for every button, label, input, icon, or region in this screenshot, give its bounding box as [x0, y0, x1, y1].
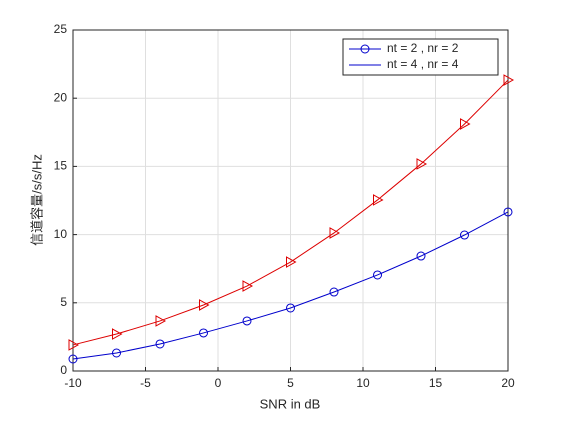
x-tick-label: -5 [140, 376, 151, 390]
series-line [72, 211, 509, 360]
data-point [68, 339, 80, 351]
data-point [68, 354, 78, 364]
data-point [329, 227, 341, 239]
legend-marker [360, 44, 370, 54]
x-axis-label: SNR in dB [260, 396, 321, 411]
x-tick-label: 5 [287, 376, 294, 390]
data-point [286, 303, 295, 313]
data-point [155, 315, 167, 327]
data-point [460, 118, 471, 130]
data-point [416, 251, 426, 261]
y-tick-label: 15 [54, 159, 68, 173]
data-point [329, 287, 339, 297]
y-tick-label: 20 [54, 90, 68, 104]
y-tick-label: 0 [60, 363, 67, 377]
data-point [503, 207, 513, 217]
series-line [72, 79, 509, 346]
data-point [416, 158, 428, 170]
data-point [286, 256, 297, 268]
data-point [112, 348, 121, 358]
x-tick-label: 10 [356, 376, 370, 390]
data-point [373, 194, 384, 206]
data-point [373, 270, 382, 280]
y-tick-label: 25 [54, 22, 68, 36]
x-tick-label: 0 [215, 376, 222, 390]
x-tick-label: 20 [501, 376, 515, 390]
y-tick-label: 5 [60, 295, 67, 309]
y-tick-label: 10 [54, 227, 68, 241]
data-point [460, 230, 469, 240]
y-axis-label: 信道容量/s/s/Hz [29, 154, 44, 246]
data-point [112, 328, 123, 340]
data-point [503, 74, 515, 86]
data-point [155, 339, 165, 349]
data-point [242, 316, 252, 326]
x-tick-label: -10 [64, 376, 82, 390]
data-point [199, 299, 210, 311]
axes-box [72, 29, 509, 372]
legend-label: nt = 4 , nr = 4 [387, 57, 459, 71]
data-point [199, 328, 208, 338]
data-point [242, 280, 254, 292]
legend-box [342, 38, 499, 76]
legend-label: nt = 2 , nr = 2 [387, 41, 459, 55]
x-tick-label: 15 [429, 376, 443, 390]
